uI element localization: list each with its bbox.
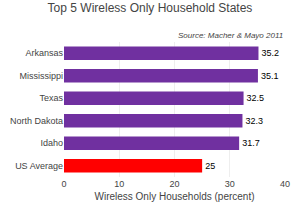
svg-text:10: 10 [114,179,124,189]
svg-text:35.1: 35.1 [261,71,279,81]
svg-text:North Dakota: North Dakota [10,116,63,126]
svg-text:Arkansas: Arkansas [25,48,63,58]
svg-text:Mississippi: Mississippi [19,71,63,81]
svg-text:0: 0 [61,179,66,189]
svg-text:Top 5 Wireless Only Household: Top 5 Wireless Only Household States [48,1,253,15]
svg-text:Wireless Only Households (perc: Wireless Only Households (percent) [94,191,254,202]
svg-text:US Average: US Average [15,161,63,171]
svg-text:25: 25 [205,161,215,171]
svg-text:32.3: 32.3 [245,116,263,126]
svg-text:Texas: Texas [39,93,63,103]
svg-text:Source: Macher & Mayo 2011: Source: Macher & Mayo 2011 [178,31,283,40]
svg-text:30: 30 [225,179,235,189]
svg-text:32.5: 32.5 [247,93,265,103]
svg-text:Idaho: Idaho [40,138,63,148]
svg-text:40: 40 [280,179,290,189]
svg-text:20: 20 [169,179,179,189]
svg-text:35.2: 35.2 [261,48,279,58]
svg-text:31.7: 31.7 [242,138,260,148]
